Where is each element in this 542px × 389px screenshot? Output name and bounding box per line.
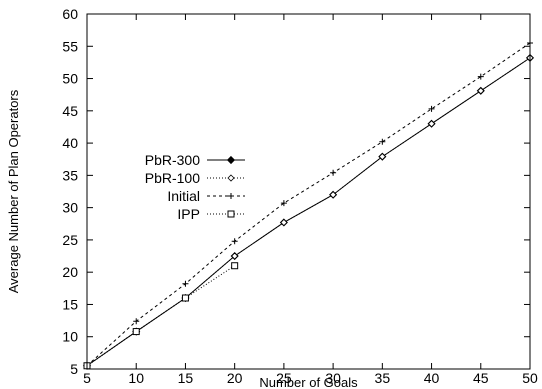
legend-marker — [227, 210, 235, 218]
data-point-initial — [477, 73, 484, 80]
legend-label: IPP — [177, 206, 200, 222]
legend-marker — [227, 174, 235, 182]
legend-label: PbR-300 — [145, 152, 200, 168]
legend-marker — [228, 193, 234, 199]
y-tick-label: 5 — [70, 361, 78, 377]
x-tick-label: 20 — [227, 370, 243, 386]
data-point-pbr-100 — [280, 218, 288, 227]
data-point-ipp — [231, 262, 239, 270]
data-point-initial — [330, 169, 337, 176]
data-point-pbr-100 — [477, 87, 485, 95]
data-point-initial — [379, 138, 386, 145]
data-point-initial — [133, 318, 140, 325]
y-tick-label: 35 — [62, 167, 78, 183]
y-tick-label: 45 — [62, 103, 78, 119]
data-point-pbr-100 — [329, 191, 337, 199]
series-pbr-300 — [82, 53, 535, 370]
series-line-pbr-300 — [86, 57, 531, 367]
y-tick-label: 15 — [62, 296, 78, 312]
series-layer — [82, 40, 535, 370]
data-point-initial — [182, 280, 189, 287]
x-tick-label: 40 — [424, 370, 440, 386]
legend-item-initial: Initial — [167, 188, 245, 204]
x-tick-label: 35 — [375, 370, 391, 386]
series-ipp — [83, 262, 239, 370]
y-tick-label: 30 — [62, 200, 78, 216]
x-tick-label: 45 — [473, 370, 489, 386]
x-tick-label: 50 — [522, 370, 538, 386]
y-tick-label: 40 — [62, 135, 78, 151]
legend: PbR-300 PbR-100 Initial IPP — [145, 152, 245, 222]
x-axis-label: Number of Goals — [259, 375, 358, 389]
legend-label: PbR-100 — [145, 170, 200, 186]
x-tick-label: 25 — [276, 370, 292, 386]
x-tick-label: 30 — [325, 370, 341, 386]
data-point-ipp — [181, 294, 189, 302]
y-tick-label: 10 — [62, 329, 78, 345]
data-point-pbr-100 — [378, 153, 386, 161]
data-point-initial — [428, 105, 435, 112]
legend-label: Initial — [167, 188, 200, 204]
x-tick-label: 15 — [178, 370, 194, 386]
y-tick-label: 60 — [62, 6, 78, 22]
data-point-initial — [280, 200, 287, 207]
data-point-pbr-100 — [427, 120, 436, 128]
series-initial — [84, 40, 533, 369]
y-tick-label: 55 — [62, 38, 78, 54]
y-tick-label: 20 — [62, 264, 78, 280]
x-tick-label: 10 — [128, 370, 144, 386]
data-point-initial — [231, 238, 238, 245]
y-axis-label: Average Number of Plan Operators — [6, 89, 21, 293]
legend-item-pbr-300: PbR-300 — [145, 152, 245, 168]
series-line-initial — [86, 42, 531, 367]
data-point-ipp — [132, 328, 140, 336]
legend-marker — [226, 155, 236, 165]
legend-item-ipp: IPP — [177, 206, 245, 222]
legend-item-pbr-100: PbR-100 — [145, 170, 245, 186]
y-tick-label: 25 — [62, 232, 78, 248]
y-tick-label: 50 — [62, 71, 78, 87]
x-tick-label: 5 — [83, 370, 91, 386]
axis-ticks: 5 10 15 20 25 30 35 40 45 50 5 10 15 20 25 30 35 40 45 50 55… — [62, 6, 538, 386]
plot-frame — [86, 13, 531, 370]
data-point-pbr-100 — [231, 252, 239, 260]
